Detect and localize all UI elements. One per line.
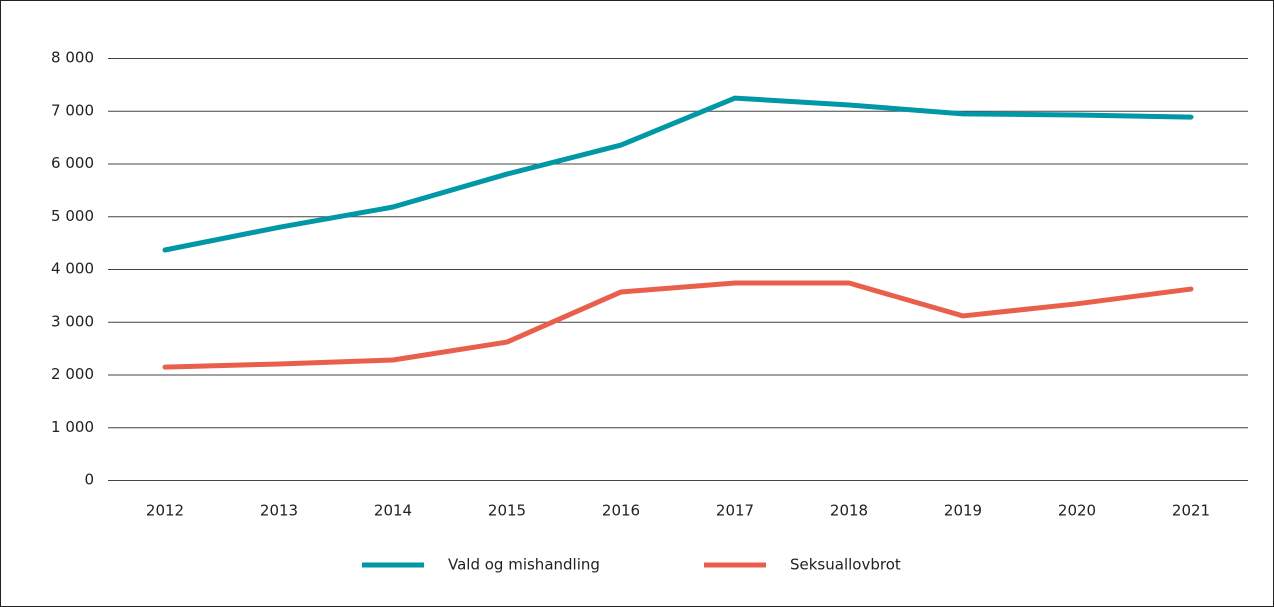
y-tick-label: 3 000 (51, 312, 94, 330)
legend-label: Vald og mishandling (448, 556, 600, 574)
x-tick-label: 2021 (1172, 502, 1210, 520)
legend-label: Seksuallovbrot (790, 556, 901, 574)
y-tick-label: 7 000 (51, 101, 94, 119)
y-tick-label: 2 000 (51, 365, 94, 383)
x-tick-label: 2015 (488, 502, 526, 520)
x-tick-label: 2014 (374, 502, 412, 520)
y-tick-label: 1 000 (51, 418, 94, 436)
x-tick-label: 2013 (260, 502, 298, 520)
y-tick-label: 5 000 (51, 207, 94, 225)
series-line (162, 280, 1194, 370)
x-tick-label: 2018 (830, 502, 868, 520)
x-tick-label: 2020 (1058, 502, 1096, 520)
x-tick-label: 2017 (716, 502, 754, 520)
y-tick-label: 0 (84, 471, 94, 489)
y-tick-label: 6 000 (51, 154, 94, 172)
y-tick-label: 8 000 (51, 49, 94, 67)
series-line (162, 95, 1194, 253)
y-tick-label: 4 000 (51, 260, 94, 278)
x-tick-label: 2012 (146, 502, 184, 520)
x-tick-label: 2016 (602, 502, 640, 520)
x-tick-label: 2019 (944, 502, 982, 520)
